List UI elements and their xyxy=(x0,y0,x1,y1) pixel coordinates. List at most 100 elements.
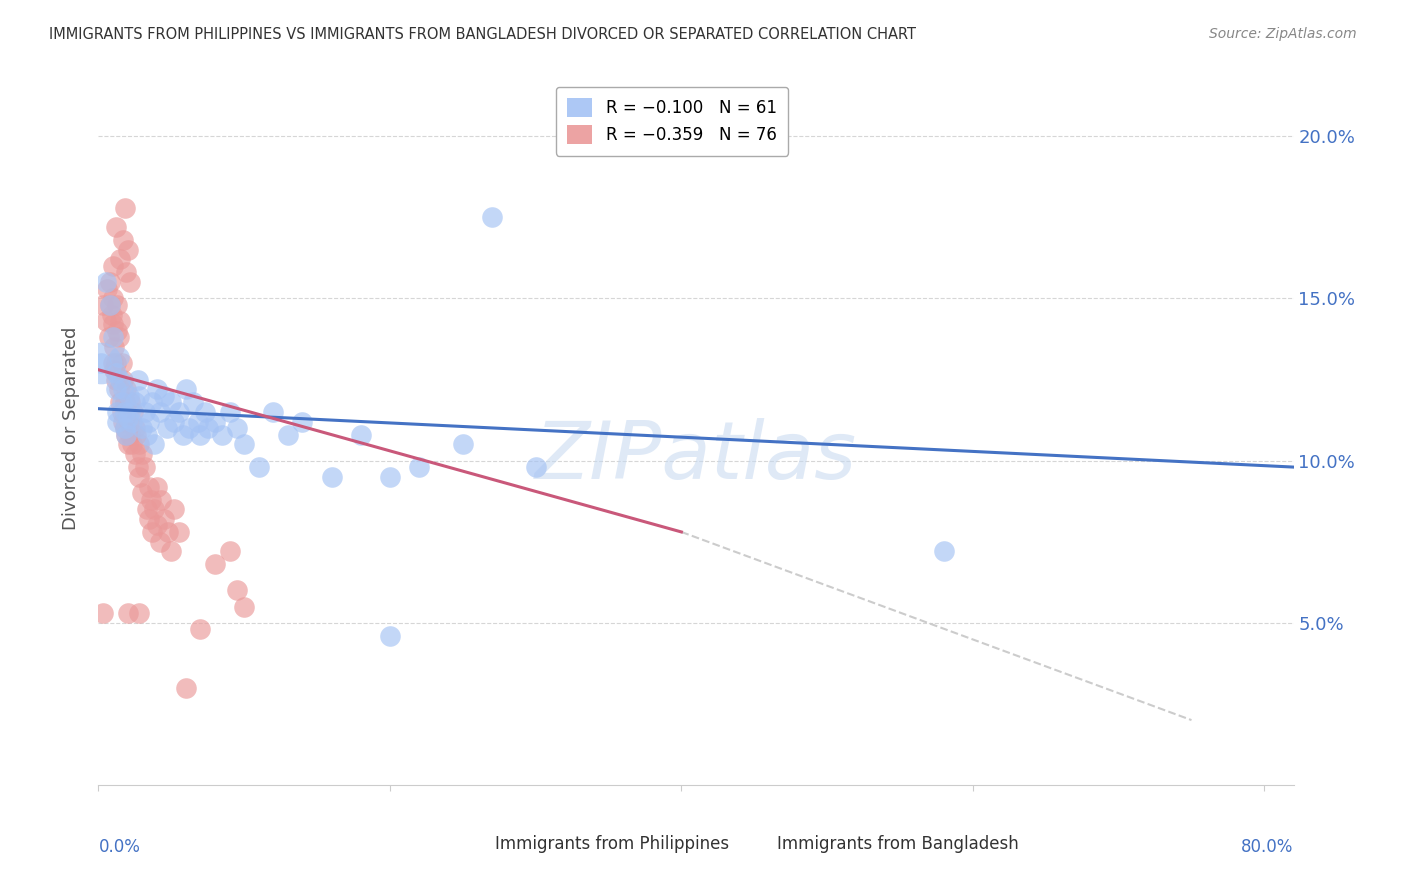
Point xyxy=(114,395,136,409)
Point xyxy=(163,415,186,429)
Point xyxy=(167,405,190,419)
Point xyxy=(117,437,139,451)
Point xyxy=(262,405,284,419)
Point xyxy=(145,518,167,533)
Point xyxy=(156,421,179,435)
Text: IMMIGRANTS FROM PHILIPPINES VS IMMIGRANTS FROM BANGLADESH DIVORCED OR SEPARATED : IMMIGRANTS FROM PHILIPPINES VS IMMIGRANT… xyxy=(49,27,917,42)
Point xyxy=(112,382,135,396)
Point xyxy=(118,415,141,429)
Point xyxy=(120,405,142,419)
Point xyxy=(163,502,186,516)
Point xyxy=(112,372,135,386)
Point xyxy=(134,460,156,475)
Point xyxy=(141,524,163,539)
Point xyxy=(378,629,401,643)
Point xyxy=(128,389,150,403)
Point xyxy=(121,415,143,429)
Point xyxy=(118,389,141,403)
Point xyxy=(225,421,247,435)
Point xyxy=(103,340,125,354)
Point xyxy=(408,460,430,475)
FancyBboxPatch shape xyxy=(457,835,486,853)
Text: Immigrants from Philippines: Immigrants from Philippines xyxy=(495,835,730,853)
Point xyxy=(114,405,136,419)
Point xyxy=(104,220,127,235)
Point xyxy=(150,492,173,507)
Point xyxy=(138,479,160,493)
Point xyxy=(98,298,121,312)
Point xyxy=(98,298,121,312)
Point xyxy=(91,606,114,620)
Point xyxy=(225,583,247,598)
Point xyxy=(98,275,121,289)
Point xyxy=(101,259,124,273)
Point xyxy=(104,372,127,386)
Point xyxy=(135,502,157,516)
Point xyxy=(153,389,176,403)
Point xyxy=(211,427,233,442)
Point xyxy=(160,544,183,558)
Point xyxy=(131,421,153,435)
Point xyxy=(145,382,167,396)
Point xyxy=(114,421,136,435)
Point xyxy=(141,395,163,409)
Point xyxy=(117,243,139,257)
Point xyxy=(105,324,128,338)
Point xyxy=(149,405,172,419)
Point xyxy=(135,427,157,442)
FancyBboxPatch shape xyxy=(738,835,768,853)
Point xyxy=(101,356,124,370)
Point xyxy=(142,502,165,516)
Point xyxy=(134,405,156,419)
Point xyxy=(145,479,167,493)
Point xyxy=(128,470,150,484)
Point xyxy=(115,382,138,396)
Point xyxy=(127,460,149,475)
Point xyxy=(105,405,128,419)
Point xyxy=(204,558,226,572)
Point xyxy=(138,512,160,526)
Text: ZIPatlas: ZIPatlas xyxy=(534,417,858,496)
Point xyxy=(122,405,145,419)
Point xyxy=(90,356,112,370)
Point xyxy=(378,470,401,484)
Point xyxy=(247,460,270,475)
Point xyxy=(174,681,197,695)
Point xyxy=(128,437,150,451)
Point xyxy=(174,382,197,396)
Point xyxy=(121,437,143,451)
Point xyxy=(153,512,176,526)
Point xyxy=(124,395,146,409)
Point xyxy=(127,372,149,386)
Point xyxy=(103,363,125,377)
Point xyxy=(110,252,132,267)
Point xyxy=(115,427,138,442)
Point xyxy=(524,460,547,475)
Y-axis label: Divorced or Separated: Divorced or Separated xyxy=(62,326,80,530)
Point xyxy=(104,382,127,396)
Point xyxy=(117,411,139,425)
Point xyxy=(96,282,118,296)
Point xyxy=(218,405,240,419)
Point xyxy=(117,606,139,620)
Point xyxy=(120,427,142,442)
Point xyxy=(110,395,132,409)
Point xyxy=(108,350,131,364)
Point xyxy=(120,395,142,409)
Point xyxy=(111,356,134,370)
Point xyxy=(114,201,136,215)
Point xyxy=(125,427,148,442)
Point xyxy=(112,233,135,247)
Point xyxy=(90,356,112,370)
Text: Source: ZipAtlas.com: Source: ZipAtlas.com xyxy=(1209,27,1357,41)
Point xyxy=(172,427,194,442)
Point xyxy=(112,415,135,429)
Point xyxy=(167,524,190,539)
Point xyxy=(160,395,183,409)
Point xyxy=(131,447,153,461)
Legend: R = −0.100   N = 61, R = −0.359   N = 76: R = −0.100 N = 61, R = −0.359 N = 76 xyxy=(555,87,789,156)
Point xyxy=(104,356,127,370)
Point xyxy=(105,298,128,312)
Point xyxy=(124,421,146,435)
Point xyxy=(101,292,124,306)
